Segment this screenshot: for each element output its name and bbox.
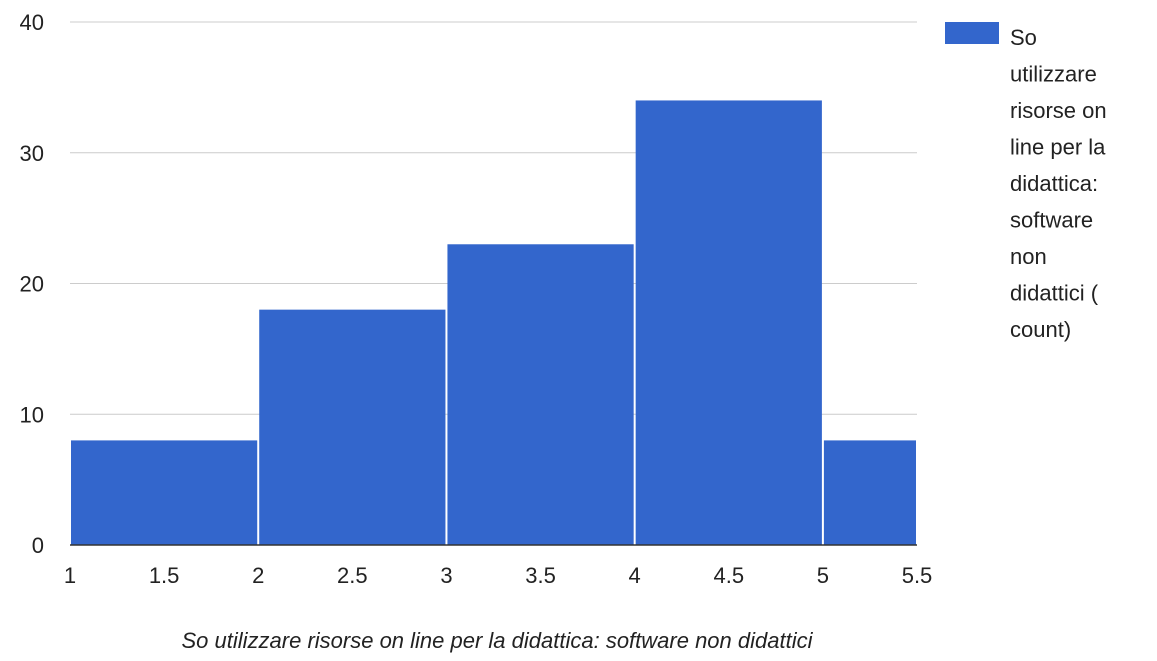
- legend-label-line: risorse on: [1010, 98, 1107, 123]
- x-tick-label: 5: [817, 563, 829, 588]
- bars: [71, 100, 916, 545]
- x-tick-label: 2.5: [337, 563, 368, 588]
- x-tick-labels: 1 1.5 2 2.5 3 3.5 4 4.5 5 5.5: [64, 563, 932, 588]
- histogram-bar: [635, 100, 822, 545]
- legend-label-line: line per la: [1010, 135, 1106, 160]
- x-axis-title: So utilizzare risorse on line per la did…: [182, 628, 814, 653]
- histogram-bar: [823, 440, 916, 545]
- legend-label-line: didattica:: [1010, 171, 1098, 196]
- x-tick-label: 4.5: [713, 563, 744, 588]
- histogram-bar: [71, 440, 258, 545]
- y-tick-label: 10: [20, 402, 44, 427]
- legend-label-line: utilizzare: [1010, 62, 1097, 87]
- legend-label: So utilizzare risorse on line per la didatti…: [1010, 25, 1107, 342]
- legend-label-line: software: [1010, 208, 1093, 233]
- histogram-bar: [259, 309, 446, 545]
- legend-label-line: count): [1010, 317, 1071, 342]
- legend-label-line: So: [1010, 25, 1037, 50]
- y-tick-labels: 0 10 20 30 40: [20, 10, 44, 558]
- legend: So utilizzare risorse on line per la didatti…: [945, 22, 1107, 342]
- x-tick-label: 5.5: [902, 563, 933, 588]
- x-tick-label: 1.5: [149, 563, 180, 588]
- legend-label-line: didattici (: [1010, 281, 1099, 306]
- y-tick-label: 30: [20, 141, 44, 166]
- y-tick-label: 0: [32, 533, 44, 558]
- legend-label-line: non: [1010, 244, 1047, 269]
- histogram-bar: [447, 244, 634, 545]
- x-tick-label: 2: [252, 563, 264, 588]
- y-tick-label: 20: [20, 272, 44, 297]
- x-tick-label: 1: [64, 563, 76, 588]
- x-tick-label: 3: [440, 563, 452, 588]
- legend-swatch: [945, 22, 999, 44]
- y-tick-label: 40: [20, 10, 44, 35]
- x-tick-label: 3.5: [525, 563, 556, 588]
- x-tick-label: 4: [629, 563, 641, 588]
